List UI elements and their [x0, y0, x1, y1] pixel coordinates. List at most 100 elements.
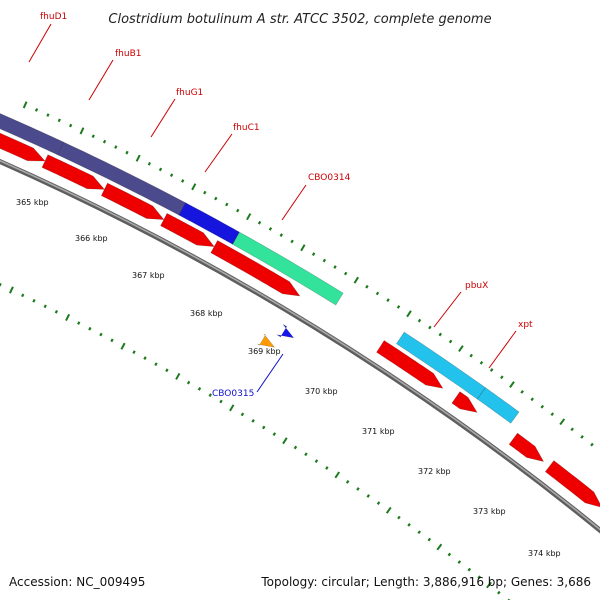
inner-tick	[417, 530, 421, 535]
outer-tick	[375, 291, 380, 296]
inner-tick	[282, 437, 288, 445]
inner-tick	[120, 342, 126, 350]
outer-tick	[34, 108, 39, 112]
kbp-label: 368 kbp	[190, 309, 223, 318]
inner-tick	[0, 282, 2, 287]
inner-tick	[54, 309, 59, 314]
inner-tick	[143, 356, 147, 360]
outer-tick	[353, 276, 360, 284]
inner-tick	[229, 404, 235, 412]
inner-tick	[197, 386, 202, 391]
outer-tick	[386, 298, 390, 303]
outer-tick	[147, 161, 152, 166]
outer-tick	[479, 360, 484, 365]
cds-arrow	[544, 460, 600, 508]
outer-tick	[125, 150, 129, 155]
gene-label-xpt: xpt	[518, 320, 533, 330]
genome-backbone	[0, 158, 600, 534]
outer-tick	[268, 227, 273, 231]
cds-arrow	[210, 240, 301, 297]
outer-tick	[300, 244, 306, 252]
outer-tick	[489, 368, 494, 372]
outer-tick	[158, 167, 163, 172]
gene-label-fhuD1: fhuD1	[40, 12, 67, 22]
inner-tick	[477, 575, 481, 580]
outer-tick	[396, 305, 401, 309]
outer-tick	[57, 118, 61, 123]
outer-tick	[580, 435, 584, 439]
gene-label-fhuB1: fhuB1	[115, 49, 141, 59]
inner-tick	[208, 393, 212, 397]
inner-tick	[240, 412, 245, 417]
outer-tick	[22, 101, 28, 109]
outer-tick-track	[22, 101, 594, 447]
inner-tick	[219, 399, 223, 404]
inner-tick	[262, 425, 266, 430]
cds-arrow	[451, 391, 478, 413]
outer-tick	[69, 123, 73, 128]
inner-tick	[427, 537, 432, 542]
cds-CBO0315-block	[257, 333, 276, 348]
outer-tick	[570, 427, 574, 432]
inner-tick	[397, 515, 401, 520]
outer-tick	[428, 325, 432, 330]
inner-tick	[436, 543, 443, 551]
inner-tick	[165, 368, 169, 373]
outer-tick	[46, 113, 50, 117]
outer-tick	[114, 145, 118, 149]
gene-label-leader	[150, 98, 176, 138]
inner-tick	[99, 332, 103, 337]
inner-tick	[314, 459, 319, 463]
kbp-label: 366 kbp	[75, 234, 108, 243]
inner-tick	[88, 326, 92, 331]
inner-tick	[345, 480, 350, 484]
inner-tick	[32, 298, 36, 303]
inner-tick	[251, 419, 255, 423]
gene-label-leader	[488, 330, 517, 369]
gene-label-CBO0315: CBO0315	[212, 389, 254, 399]
outer-tick	[311, 252, 316, 256]
cds-arrow	[160, 212, 215, 248]
cds-arrow	[0, 132, 46, 162]
outer-tick	[509, 381, 515, 388]
inner-tick	[43, 304, 47, 309]
inner-tick	[486, 581, 492, 589]
gene-label-pbuX: pbuX	[465, 281, 488, 291]
outer-tick	[191, 183, 197, 191]
accession-text: Accession: NC_009495	[9, 575, 145, 589]
inner-tick	[304, 452, 308, 457]
outer-tick	[279, 233, 283, 237]
kbp-label: 369 kbp	[248, 347, 281, 356]
outer-tick	[290, 239, 294, 244]
outer-tick	[343, 271, 348, 276]
gene-label-CBO0314: CBO0314	[308, 173, 351, 183]
outer-tick	[448, 339, 453, 344]
inner-tick	[9, 286, 14, 294]
outer-tick	[102, 139, 107, 144]
outer-tick	[550, 412, 555, 417]
gene-xpt-block	[476, 387, 520, 424]
inner-tick	[21, 293, 25, 298]
label-layer: 365 kbp 366 kbp 367 kbp 368 kbp 369 kbp 370 k…	[16, 12, 561, 558]
outer-tick	[438, 332, 443, 337]
inner-tick	[65, 313, 71, 321]
backbone-line	[0, 158, 600, 534]
gene-label-leader	[28, 23, 52, 63]
inner-tick	[272, 432, 277, 436]
inner-tick	[325, 466, 329, 470]
outer-tick	[530, 397, 534, 402]
inner-tick	[186, 380, 191, 385]
outer-tick	[79, 127, 85, 135]
inner-tick	[77, 321, 81, 325]
cds-arrow	[100, 182, 165, 220]
outer-tick	[417, 318, 422, 323]
outer-tick	[559, 418, 566, 426]
gene-CBO0314-block	[232, 231, 344, 306]
feature-track	[0, 113, 600, 508]
gene-label-leader	[433, 291, 462, 328]
inner-tick	[447, 552, 452, 557]
outer-tick	[590, 442, 594, 447]
inner-tick	[497, 590, 501, 595]
outer-tick	[169, 173, 174, 178]
